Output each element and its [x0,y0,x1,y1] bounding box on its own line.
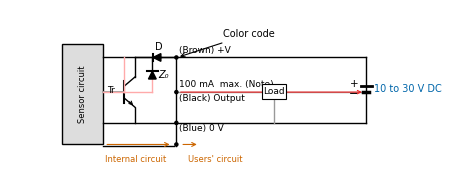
Text: Load: Load [263,87,285,96]
Text: 100 mA  max. (Note): 100 mA max. (Note) [180,80,274,89]
Text: D: D [155,42,162,52]
Circle shape [175,91,178,94]
Text: −: − [349,89,359,99]
Text: +: + [350,79,359,89]
Text: (Brown) +V: (Brown) +V [180,46,231,55]
Text: Color code: Color code [181,29,274,57]
Text: Tr: Tr [107,86,114,95]
Text: Sensor circuit: Sensor circuit [78,66,87,123]
Text: Internal circuit: Internal circuit [105,155,166,164]
Text: Z₀: Z₀ [158,70,169,80]
Polygon shape [148,71,156,79]
Polygon shape [153,54,161,61]
Bar [261,84,287,99]
Circle shape [175,143,178,146]
Circle shape [175,56,178,59]
Circle shape [175,121,178,124]
Text: 10 to 30 V DC: 10 to 30 V DC [374,84,442,94]
Text: (Blue) 0 V: (Blue) 0 V [180,124,224,133]
Text: Users' circuit: Users' circuit [188,155,243,164]
Text: (Black) Output: (Black) Output [180,94,245,103]
Bar [63,44,103,144]
